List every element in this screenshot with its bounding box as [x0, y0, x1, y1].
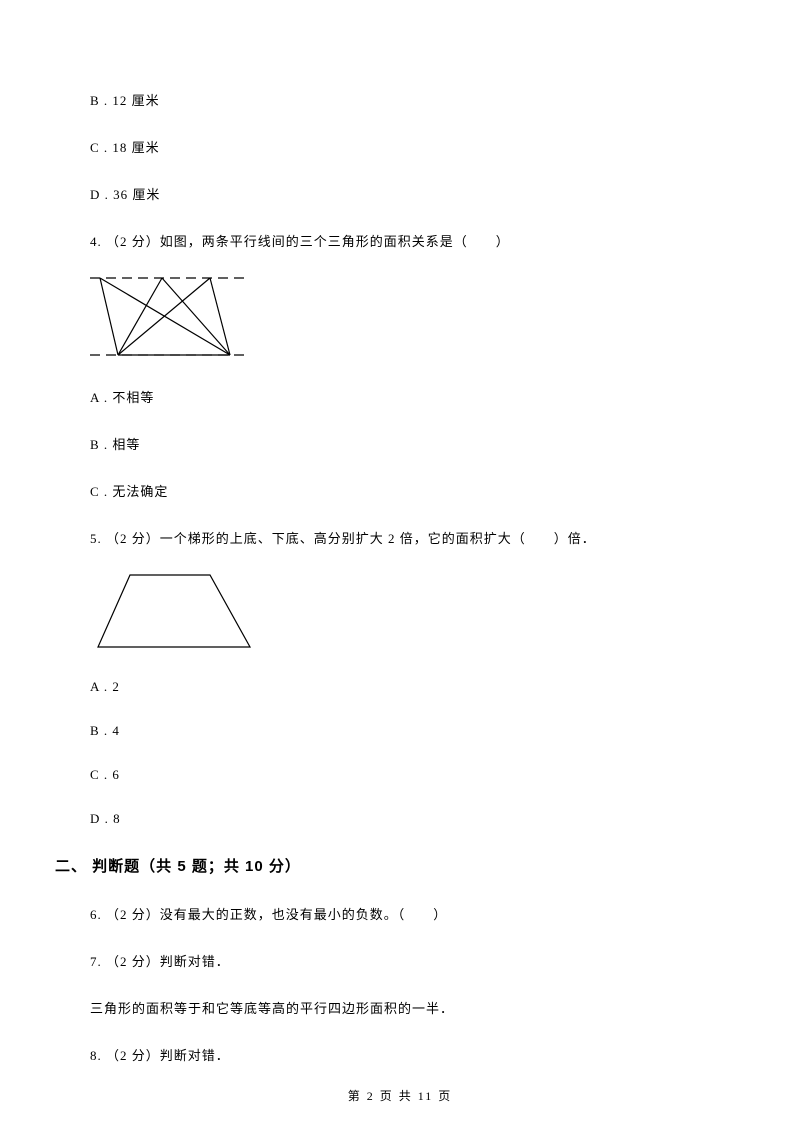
q5-option-d: D . 8 [90, 811, 710, 827]
q5-option-b: B . 4 [90, 723, 710, 739]
q4-option-b: B . 相等 [90, 434, 710, 453]
q3-option-c: C . 18 厘米 [90, 137, 710, 156]
triangles-between-parallels-diagram [90, 270, 245, 365]
q5-text: 5. （2 分）一个梯形的上底、下底、高分别扩大 2 倍，它的面积扩大（ ）倍． [90, 528, 710, 547]
q7-body: 三角形的面积等于和它等底等高的平行四边形面积的一半． [90, 998, 710, 1017]
q6-text: 6. （2 分）没有最大的正数，也没有最小的负数。（ ） [90, 904, 710, 923]
q4-option-c: C . 无法确定 [90, 481, 710, 500]
q8-text: 8. （2 分）判断对错． [90, 1045, 710, 1064]
q3-option-d: D . 36 厘米 [90, 184, 710, 203]
q4-text: 4. （2 分）如图，两条平行线间的三个三角形的面积关系是（ ） [90, 231, 710, 250]
section2-header: 二、 判断题（共 5 题；共 10 分） [55, 855, 710, 876]
page-content: B . 12 厘米 C . 18 厘米 D . 36 厘米 4. （2 分）如图… [0, 0, 800, 1064]
q5-option-a: A . 2 [90, 679, 710, 695]
q5-option-c: C . 6 [90, 767, 710, 783]
page-footer: 第 2 页 共 11 页 [0, 1087, 800, 1104]
trapezoid-diagram [90, 567, 260, 657]
q4-option-a: A . 不相等 [90, 387, 710, 406]
q7-text: 7. （2 分）判断对错． [90, 951, 710, 970]
q4-figure [90, 270, 710, 365]
q5-figure [90, 567, 710, 657]
q3-option-b: B . 12 厘米 [90, 90, 710, 109]
